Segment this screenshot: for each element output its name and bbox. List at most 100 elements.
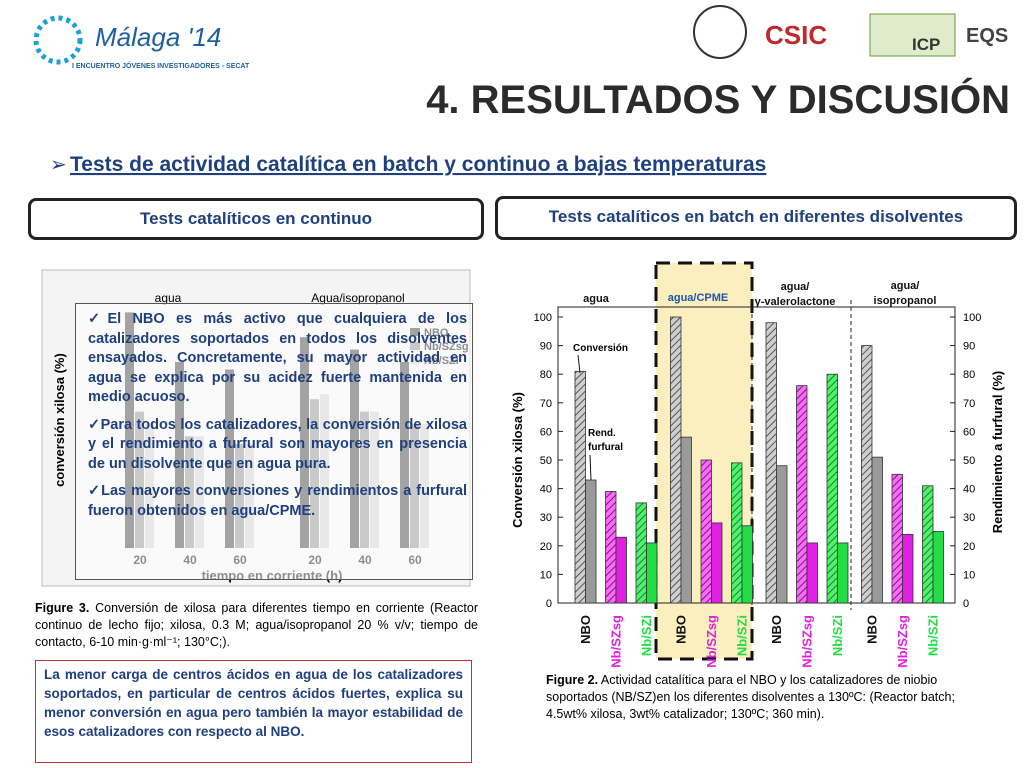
y2-tick-label: 60 [963,426,975,438]
group-label: isopropanol [874,295,937,307]
x-tick-label: Nb/SZi [735,615,750,656]
bar [670,316,682,604]
group-label: agua/ [781,281,810,293]
bar [741,525,753,604]
logo-subtitle: I ENCUENTRO JÓVENES INVESTIGADORES - SEC… [72,61,250,70]
y-axis-label: conversión xilosa (%) [52,353,67,487]
bar [731,462,743,604]
group-label: agua/CPME [668,292,729,304]
caption-label: Figure 2. [546,673,599,687]
group-label: agua [155,291,182,305]
y2-tick-label: 100 [963,312,981,324]
bar [711,522,723,604]
y2-tick-label: 20 [963,541,975,553]
bullet-text: El NBO es más activo que cualquiera de l… [88,311,468,405]
bar [605,491,617,604]
x-tick-label: NBO [578,615,593,644]
annotation-pointer [577,354,581,374]
y2-tick-label: 70 [963,398,975,410]
y-axis-label: Conversión xilosa (%) [510,392,525,528]
annotation: Conversión [573,343,628,354]
x-tick-label: Nb/SZi [926,615,941,656]
bar [585,479,597,604]
logo-icp-box [869,13,956,57]
bar [680,436,692,604]
bar [871,456,883,604]
plot-frame [557,306,956,604]
x-tick-label: Nb/SZi [830,615,845,656]
x-tick-label: NBO [769,615,784,644]
y-tick-label: 40 [540,484,552,496]
group-label: agua [583,293,610,305]
bar [635,502,647,604]
slide-title: 4. RESULTADOS Y DISCUSIÓN [426,76,1010,122]
bar [776,465,788,604]
logo-title: Málaga '14 [95,22,221,52]
y2-tick-label: 0 [963,598,969,610]
y-tick-label: 10 [540,569,552,581]
bar [574,370,586,604]
university-seal [693,5,747,59]
group-label: γ-valerolactone [755,296,836,308]
bar [891,473,903,604]
section-box: Tests catalíticos en continuo [28,198,484,240]
bar [765,322,777,604]
y2-tick-label: 30 [963,512,975,524]
x-tick-label: Nb/SZsg [609,615,624,668]
logo-csic: CSIC [765,20,827,50]
caption-label: Figure 3. [35,601,90,615]
y2-tick-label: 80 [963,369,975,381]
bar [700,459,712,604]
annotation: Rend. [588,428,616,439]
y2-tick-label: 50 [963,455,975,467]
y2-tick-label: 90 [963,341,975,353]
y-tick-label: 70 [540,398,552,410]
bar [646,542,658,604]
x-tick-label: Nb/SZsg [704,615,719,668]
bullet-arrow: ➢ [50,154,67,176]
bullet-box: ✓El NBO es más activo que cualquiera de … [75,303,473,580]
bar [826,373,838,604]
bar [806,542,818,604]
figure-caption: Figure 2. Actividad catalítica para el N… [546,672,976,723]
y-tick-label: 80 [540,369,552,381]
x-tick-label: NBO [865,615,880,644]
bar [932,531,944,604]
y2-axis-label: Rendimiento a furfural (%) [990,371,1005,534]
bar [796,385,808,604]
bar [902,533,914,604]
y2-tick-label: 10 [963,569,975,581]
figure-caption: Figure 3. Conversión de xilosa para dife… [35,600,478,651]
x-tick-label: Nb/SZsg [800,615,815,668]
y-tick-label: 30 [540,512,552,524]
x-tick-label: Nb/SZi [639,615,654,656]
note-box: La menor carga de centros ácidos en agua… [35,660,472,763]
y-tick-label: 60 [540,426,552,438]
slide-subtitle: Tests de actividad catalítica en batch y… [70,153,766,176]
y-tick-label: 90 [540,341,552,353]
logo-malaga: Málaga '14 I ENCUENTRO JÓVENES INVESTIGA… [33,15,250,70]
bar [837,542,849,604]
bullet-text: Las mayores conversiones y rendimientos … [88,483,468,519]
bullet-text: Para todos los catalizadores, la convers… [88,416,467,472]
group-label: Agua/isopropanol [311,291,404,305]
caption-text: Conversión de xilosa para diferentes tie… [35,601,478,649]
bar [922,485,934,604]
logo-eqs: EQS [966,25,1008,47]
bullet: ✓Las mayores conversiones y rendimientos… [88,483,468,519]
group-label: agua/ [891,280,920,292]
y2-tick-label: 40 [963,484,975,496]
y-tick-label: 100 [534,312,552,324]
y-tick-label: 20 [540,541,552,553]
logo-icp: ICP [912,35,940,54]
x-tick-label: NBO [674,615,689,644]
annotation: furfural [588,442,623,453]
y-tick-label: 0 [546,598,552,610]
bullet: ✓Para todos los catalizadores, la conver… [88,416,467,472]
annotation-pointer [589,454,592,481]
x-tick-label: Nb/SZsg [895,615,910,668]
bullet: ✓El NBO es más activo que cualquiera de … [88,311,468,405]
y-tick-label: 50 [540,455,552,467]
bar [615,536,627,604]
